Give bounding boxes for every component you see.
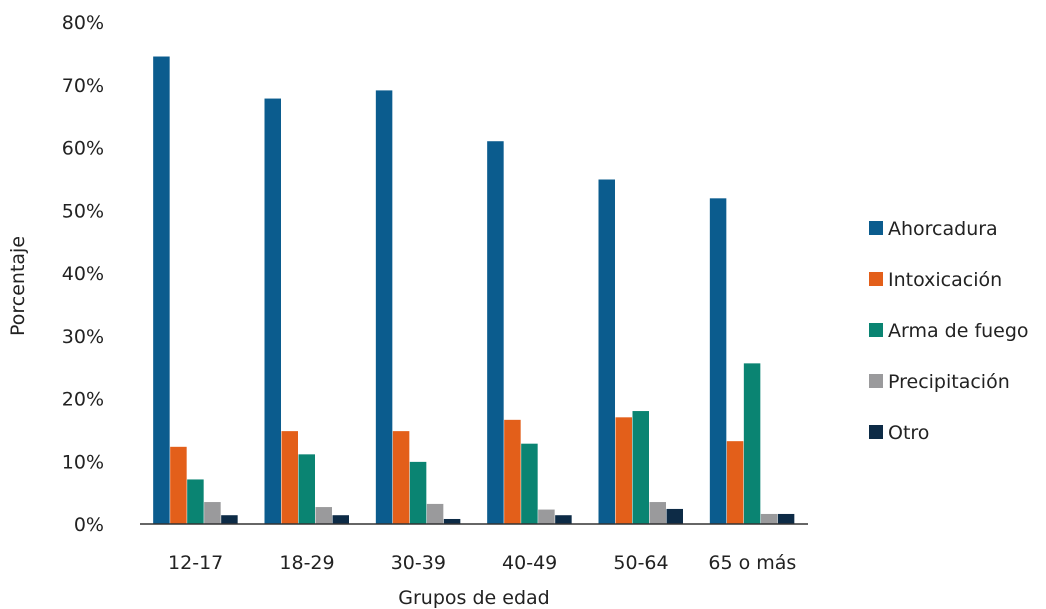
y-tick-label: 60% (62, 138, 104, 160)
bar (298, 454, 315, 524)
bar (726, 441, 744, 524)
legend-swatch (869, 374, 883, 388)
legend-label: Arma de fuego (888, 320, 1029, 342)
bar (409, 461, 427, 524)
y-tick-label: 20% (62, 389, 104, 411)
y-tick-label: 40% (62, 263, 104, 285)
legend-label: Ahorcadura (888, 218, 998, 240)
x-tick-label: 12-17 (168, 552, 223, 574)
bar (760, 513, 778, 524)
bar (153, 56, 170, 524)
y-tick-label: 70% (62, 75, 104, 97)
legend-swatch (869, 221, 883, 235)
bar (264, 98, 281, 525)
bar (315, 507, 332, 524)
x-tick-label: 30-39 (391, 552, 446, 574)
bar (632, 411, 649, 524)
bar (221, 515, 238, 524)
bar (743, 363, 761, 524)
bar (615, 417, 632, 524)
legend-label: Otro (888, 422, 929, 444)
bar (521, 443, 538, 524)
x-axis-ticks: 12-17 18-29 30-39 40-49 50-64 65 o más (168, 552, 796, 574)
bar (555, 515, 572, 524)
y-tick-label: 30% (62, 326, 104, 348)
bar (426, 503, 444, 524)
bar (487, 141, 504, 524)
y-axis-ticks: 0% 10% 20% 30% 40% 50% 60% 70% 80% (62, 12, 104, 536)
bar (598, 179, 615, 524)
bar (204, 502, 221, 524)
bar (443, 518, 461, 524)
legend: Ahorcadura Intoxicación Arma de fuego Preci… (869, 218, 1029, 444)
legend-swatch (869, 272, 883, 286)
x-tick-label: 50-64 (613, 552, 668, 574)
legend-swatch (869, 425, 883, 439)
legend-label: Intoxicación (888, 269, 1002, 291)
legend-label: Precipitación (888, 371, 1010, 393)
bar (170, 446, 187, 524)
x-axis-label: Grupos de edad (398, 587, 549, 609)
bar (332, 515, 349, 524)
bar (709, 198, 727, 524)
bar (666, 508, 683, 524)
y-tick-label: 0% (74, 514, 104, 536)
bar (649, 502, 666, 524)
bar (281, 431, 298, 524)
bar (392, 431, 410, 524)
x-tick-label: 40-49 (502, 552, 557, 574)
y-tick-label: 10% (62, 451, 104, 473)
bars (153, 56, 795, 525)
legend-swatch (869, 323, 883, 337)
bar (777, 513, 795, 524)
y-tick-label: 80% (62, 12, 104, 34)
y-axis-label: Porcentaje (7, 236, 29, 336)
y-tick-label: 50% (62, 200, 104, 222)
bar (504, 419, 521, 524)
x-tick-label: 18-29 (279, 552, 334, 574)
x-tick-label: 65 o más (708, 552, 796, 574)
bar (187, 479, 204, 524)
bar (538, 509, 555, 524)
bar (375, 90, 393, 525)
